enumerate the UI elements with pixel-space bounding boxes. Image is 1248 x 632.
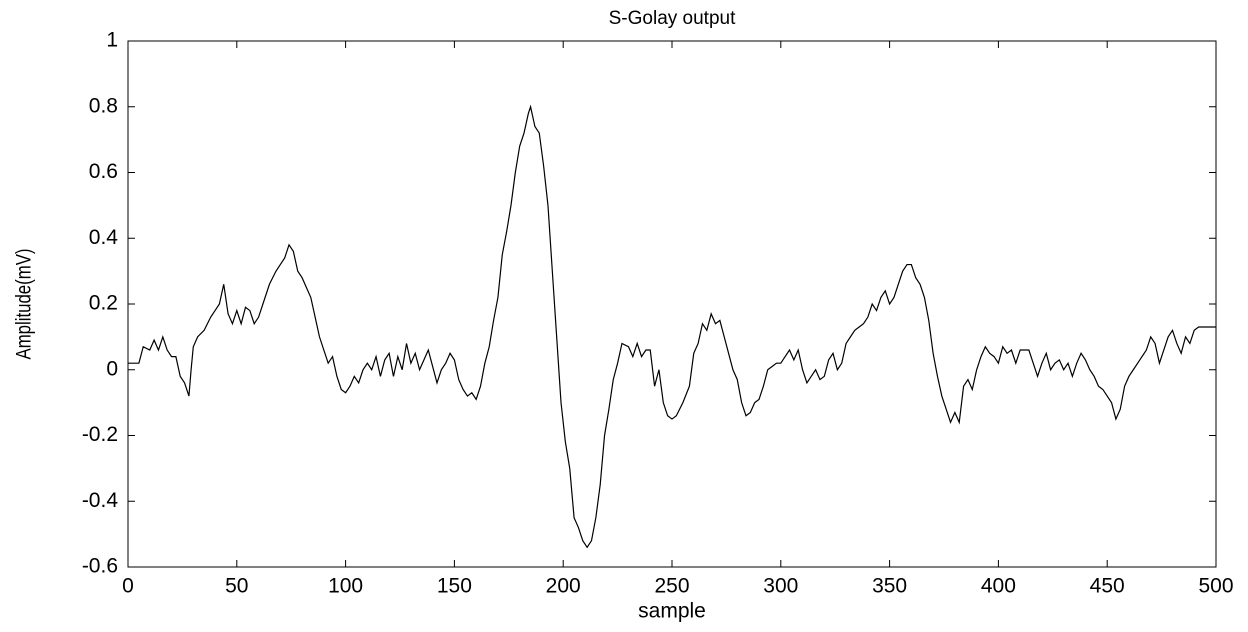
x-axis-label: sample	[638, 600, 706, 623]
x-tick-label: 250	[654, 575, 689, 598]
y-tick-label: 0.6	[89, 160, 118, 183]
x-tick-label: 400	[981, 575, 1016, 598]
x-tick-label: 350	[872, 575, 907, 598]
x-tick-label: 200	[546, 575, 581, 598]
y-tick-label: -0.4	[82, 489, 119, 512]
y-tick-label: 0.4	[89, 226, 119, 249]
y-tick-label: -0.2	[82, 423, 118, 446]
y-tick-label: 1	[106, 29, 118, 52]
x-tick-label: 0	[122, 575, 134, 598]
y-tick-label: 0	[106, 357, 118, 380]
x-tick-label: 300	[763, 575, 798, 598]
plot-frame	[127, 40, 1217, 568]
y-tick-label: 0.8	[89, 94, 118, 117]
chart-title: S-Golay output	[609, 8, 736, 29]
x-tick-label: 500	[1198, 575, 1233, 598]
y-tick-label: -0.6	[82, 555, 118, 578]
y-axis-label: Amplitude(mV)	[13, 248, 36, 359]
x-tick-label: 100	[328, 575, 363, 598]
x-tick-label: 450	[1090, 575, 1125, 598]
x-tick-label: 150	[437, 575, 472, 598]
y-tick-label: 0.2	[89, 292, 118, 315]
x-tick-label: 50	[225, 575, 248, 598]
data-line	[128, 104, 1216, 549]
